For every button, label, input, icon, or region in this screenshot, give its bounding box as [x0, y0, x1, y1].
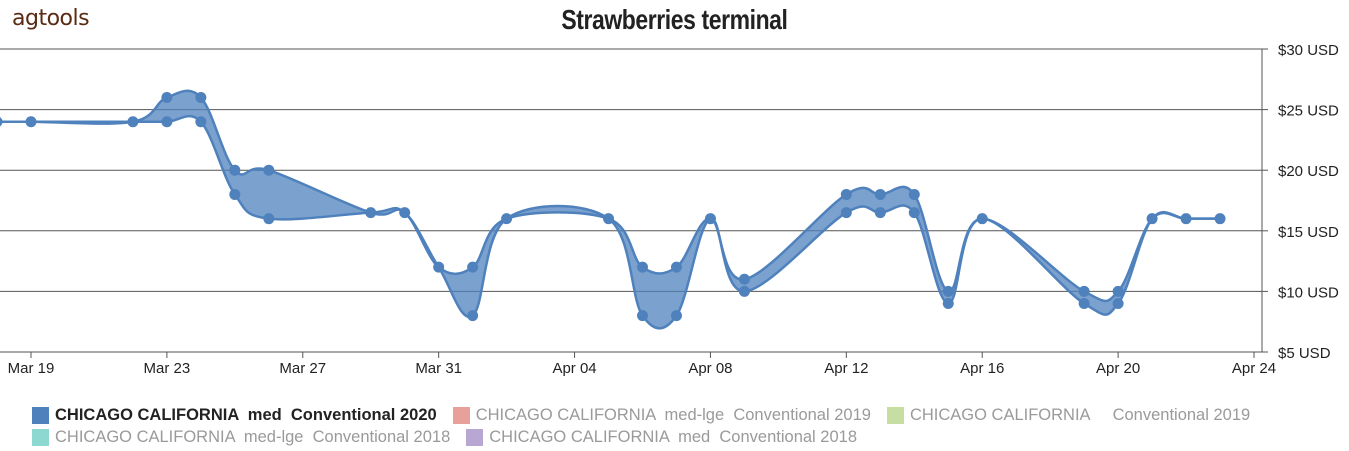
agtools-logo[interactable]: agtools — [12, 6, 90, 31]
data-point-high — [25, 116, 37, 128]
legend-swatch — [886, 406, 904, 424]
data-point-low — [670, 310, 682, 322]
data-point-low — [874, 207, 886, 219]
x-tick-label: Apr 24 — [1232, 360, 1276, 377]
data-point-high — [637, 261, 648, 273]
y-tick-label: $15 USD — [1278, 224, 1339, 241]
y-tick-label: $30 USD — [1278, 42, 1339, 59]
chart-title: Strawberries terminal — [561, 4, 788, 35]
y-tick-label: $10 USD — [1278, 284, 1339, 301]
data-point-low — [195, 116, 207, 128]
data-point-low — [1112, 298, 1124, 310]
data-point-high — [127, 116, 139, 128]
data-point-high — [908, 188, 920, 200]
x-tick-label: Mar 19 — [8, 360, 55, 377]
data-point-high — [942, 285, 954, 297]
data-point-high — [1112, 285, 1124, 297]
legend-item-series-4[interactable]: CHICAGO CALIFORNIA med Conventional 2018 — [466, 426, 857, 448]
legend-item-series-1[interactable]: CHICAGO CALIFORNIA med-lge Conventional … — [452, 404, 871, 426]
data-point-high — [1214, 213, 1226, 225]
x-tick-label: Mar 27 — [279, 360, 326, 377]
data-point-high — [704, 213, 716, 225]
x-tick-label: Apr 12 — [824, 360, 868, 377]
x-tick-label: Apr 08 — [688, 360, 732, 377]
data-point-low — [840, 207, 852, 219]
legend-swatch — [32, 406, 49, 424]
range-area-fill — [0, 90, 1221, 329]
legend-row: CHICAGO CALIFORNIA med-lge Conventional … — [32, 426, 1342, 448]
data-point-low — [467, 310, 479, 322]
axes: $5 USD $10 USD $15 USD $20 USD $25 USD $30 US… — [8, 42, 1339, 377]
data-point-high — [840, 188, 852, 200]
legend-label: CHICAGO CALIFORNIA med-lge Conventional … — [55, 428, 451, 446]
data-point-low — [1078, 298, 1090, 310]
grid-lines — [0, 48, 1262, 353]
legend: CHICAGO CALIFORNIA med Conventional 2020… — [32, 404, 1342, 448]
legend-swatch — [452, 406, 470, 424]
x-tick-label: Apr 04 — [552, 360, 596, 377]
data-point-low — [942, 298, 954, 310]
x-tick-label: Mar 23 — [144, 360, 191, 377]
data-point-high — [603, 213, 615, 225]
data-point-low — [637, 310, 648, 322]
data-point-high — [738, 273, 750, 285]
data-point-low — [738, 285, 750, 297]
data-point-high — [161, 91, 173, 103]
low-line — [0, 114, 1221, 330]
data-point-low — [161, 116, 173, 128]
y-tick-label: $5 USD — [1278, 345, 1331, 362]
legend-row: CHICAGO CALIFORNIA med Conventional 2020… — [32, 404, 1342, 426]
data-point-high — [229, 164, 241, 176]
x-tick-label: Mar 31 — [415, 360, 462, 377]
y-tick-label: $25 USD — [1278, 103, 1339, 120]
data-point-high — [1180, 213, 1192, 225]
legend-swatch — [466, 428, 484, 446]
data-point-high — [195, 91, 207, 103]
data-point-high — [365, 207, 377, 219]
legend-swatch — [32, 428, 49, 446]
data-points — [0, 91, 1226, 322]
legend-item-series-2[interactable]: CHICAGO CALIFORNIA Conventional 2019 — [886, 404, 1251, 426]
legend-label: CHICAGO CALIFORNIA med-lge Conventional … — [475, 406, 871, 424]
legend-item-series-3[interactable]: CHICAGO CALIFORNIA med-lge Conventional … — [32, 426, 450, 448]
legend-label: CHICAGO CALIFORNIA med Conventional 2020 — [55, 406, 437, 424]
data-point-high — [467, 261, 479, 273]
data-point-high — [1146, 213, 1158, 225]
data-point-low — [263, 213, 275, 225]
data-point-high — [976, 213, 988, 225]
data-point-high — [433, 261, 445, 273]
data-point-low — [908, 207, 920, 219]
data-point-low — [229, 188, 241, 200]
legend-label: CHICAGO CALIFORNIA Conventional 2019 — [909, 406, 1251, 424]
data-point-high — [501, 213, 513, 225]
chart-plot: $5 USD $10 USD $15 USD $20 USD $25 USD $30 US… — [0, 42, 1339, 377]
data-point-high — [670, 261, 682, 273]
data-point-high — [263, 164, 275, 176]
high-line — [0, 89, 1221, 303]
x-tick-label: Apr 16 — [960, 360, 1004, 377]
y-tick-label: $20 USD — [1278, 163, 1339, 180]
x-tick-label: Apr 20 — [1096, 360, 1140, 377]
data-point-high — [399, 207, 411, 219]
data-point-high — [0, 117, 3, 127]
legend-item-series-0[interactable]: CHICAGO CALIFORNIA med Conventional 2020 — [32, 404, 437, 426]
range-area-series[interactable] — [0, 89, 1221, 330]
data-point-high — [874, 188, 886, 200]
legend-label: CHICAGO CALIFORNIA med Conventional 2018 — [489, 428, 858, 446]
data-point-high — [1078, 285, 1090, 297]
